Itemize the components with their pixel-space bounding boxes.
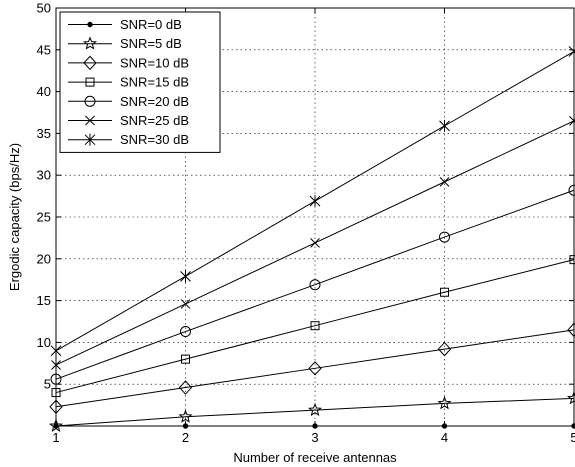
legend-item: SNR=5 dB bbox=[68, 36, 182, 51]
x-tick-label: 1 bbox=[52, 430, 59, 445]
data-point bbox=[178, 380, 193, 395]
series-group bbox=[48, 45, 575, 432]
legend-label: SNR=10 dB bbox=[120, 55, 189, 70]
data-point bbox=[310, 238, 320, 248]
data-point bbox=[83, 55, 97, 71]
series-line bbox=[55, 397, 575, 427]
y-axis-label: Ergodic capacity (bps/Hz) bbox=[7, 143, 22, 291]
data-point bbox=[82, 36, 98, 50]
data-point bbox=[307, 402, 323, 417]
legend: SNR=0 dB SNR=5 dB SNR=10 dB SNR=15 dB SNR=20… bbox=[59, 11, 221, 153]
series-snr-10-db bbox=[49, 322, 575, 415]
series-snr-15-db bbox=[51, 255, 575, 398]
legend-item: SNR=25 dB bbox=[68, 113, 189, 128]
legend-item: SNR=0 dB bbox=[68, 17, 182, 32]
x-tick-label: 5 bbox=[570, 430, 575, 445]
data-point bbox=[309, 195, 321, 208]
series-line bbox=[55, 329, 575, 408]
data-point bbox=[439, 177, 450, 187]
legend-label: SNR=15 dB bbox=[120, 75, 189, 90]
legend-label: SNR=0 dB bbox=[120, 17, 182, 32]
data-point bbox=[48, 418, 64, 432]
y-tick-label: 25 bbox=[37, 210, 51, 225]
y-tick-label: 45 bbox=[37, 42, 51, 57]
legend-item: SNR=15 dB bbox=[68, 75, 189, 90]
x-tick-label: 3 bbox=[311, 430, 318, 445]
data-point bbox=[309, 279, 321, 291]
data-point bbox=[180, 299, 191, 309]
series-snr-25-db bbox=[51, 116, 575, 370]
data-point bbox=[87, 21, 93, 28]
y-tick-label: 10 bbox=[37, 335, 51, 350]
data-point bbox=[440, 287, 449, 297]
y-tick-label: 20 bbox=[37, 251, 51, 266]
legend-label: SNR=20 dB bbox=[120, 94, 189, 109]
legend-label: SNR=5 dB bbox=[120, 36, 182, 51]
data-point bbox=[85, 77, 95, 87]
y-tick-label: 35 bbox=[37, 126, 51, 141]
data-point bbox=[84, 133, 96, 146]
data-point bbox=[178, 409, 193, 423]
data-point bbox=[181, 354, 190, 364]
data-point bbox=[85, 115, 95, 126]
y-tick-label: 5 bbox=[44, 377, 51, 392]
data-point bbox=[180, 326, 191, 338]
legend-item: SNR=20 dB bbox=[68, 94, 189, 109]
data-point bbox=[180, 270, 191, 283]
legend-label: SNR=25 dB bbox=[120, 113, 189, 128]
data-point bbox=[308, 361, 322, 376]
x-tick-label: 4 bbox=[441, 430, 448, 445]
y-tick-label: 15 bbox=[37, 293, 51, 308]
data-point bbox=[439, 231, 450, 243]
x-tick-label: 2 bbox=[182, 430, 189, 445]
x-axis-label: Number of receive antennas bbox=[233, 450, 397, 465]
series-line bbox=[55, 189, 575, 380]
data-point bbox=[437, 396, 452, 410]
y-tick-label: 30 bbox=[37, 168, 51, 183]
data-point bbox=[310, 321, 320, 331]
series-snr-5-db bbox=[48, 391, 575, 432]
data-point bbox=[84, 95, 96, 107]
series-snr-20-db bbox=[50, 184, 575, 385]
data-point bbox=[437, 341, 452, 357]
y-tick-label: 50 bbox=[37, 1, 51, 16]
legend-item: SNR=10 dB bbox=[68, 55, 189, 70]
legend-item: SNR=30 dB bbox=[68, 132, 189, 147]
y-tick-label: 40 bbox=[37, 84, 51, 99]
data-point bbox=[439, 119, 450, 132]
legend-label: SNR=30 dB bbox=[120, 132, 189, 147]
series-line bbox=[55, 259, 575, 394]
